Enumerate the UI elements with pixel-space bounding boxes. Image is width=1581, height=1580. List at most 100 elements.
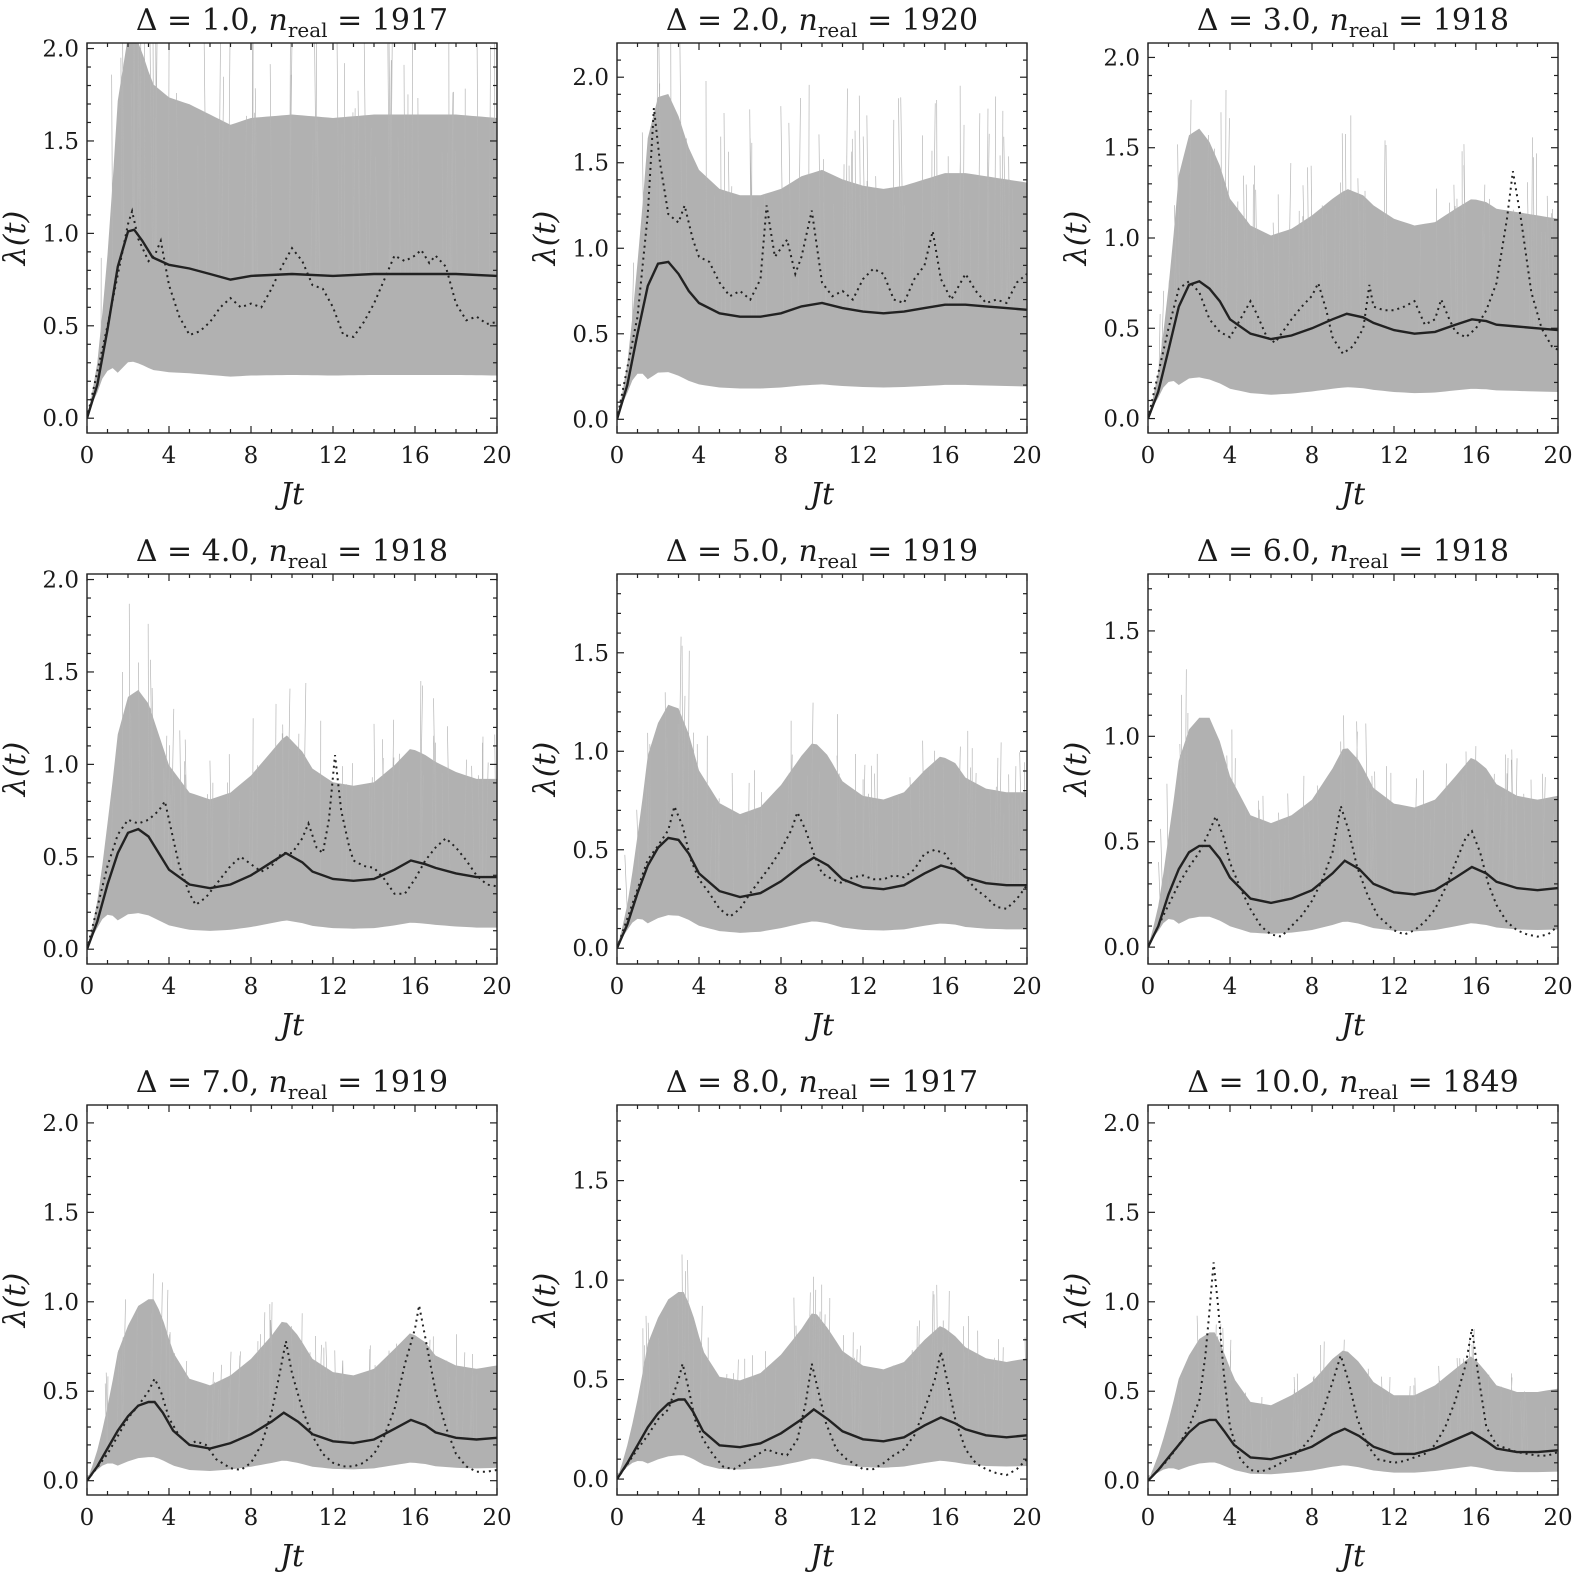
y-tick-label: 1.5 [572,1169,609,1195]
single-realization-line [617,803,1027,949]
y-tick-label: 0.0 [42,1469,79,1495]
x-tick-label: 8 [774,1505,789,1531]
y-tick-label: 2.0 [1103,1111,1140,1137]
y-tick-label: 0.5 [42,1379,79,1405]
y-tick-label: 0.5 [42,845,79,871]
y-axis-label: λ(t) [1059,211,1094,266]
plot-area [87,603,497,950]
x-tick-label: 12 [318,974,347,1000]
x-tick-label: 12 [848,1505,877,1531]
y-tick-label: 1.0 [42,221,79,247]
x-tick-label: 16 [1461,443,1490,469]
x-axis-label: Jt [804,1539,835,1574]
y-axis-label: λ(t) [0,742,33,797]
realizations-spikes [1177,1315,1546,1460]
y-tick-label: 0.0 [572,936,609,962]
y-tick-label: 0.0 [42,937,79,963]
plot-area [1148,669,1558,948]
x-tick-label: 0 [610,974,625,1000]
x-axis-label: Jt [1335,1008,1366,1043]
x-tick-label: 20 [482,443,511,469]
subplot-3: 0 4 8 12 16 20 0.0 0.5 1.0 1.5 2.0 Jt λ(t) Δ = 3.0, n… [1059,3,1573,512]
plot-area [617,1254,1027,1480]
mean-line [617,836,1027,949]
subplot-5: 0 4 8 12 16 20 0.0 0.5 1.0 1.5 Jt λ(t) Δ = 5.0, nrea… [528,534,1042,1043]
subplot-8: 0 4 8 12 16 20 0.0 0.5 1.0 1.5 Jt λ(t) Δ = 8.0, nrea… [528,1065,1042,1574]
y-tick-label: 1.0 [1103,1290,1140,1316]
y-tick-label: 0.5 [1103,830,1140,856]
subplot-2: 0 4 8 12 16 20 0.0 0.5 1.0 1.5 2.0 Jt λ(t) Δ = 2.0, n… [528,3,1042,512]
realizations-spikes [631,43,1015,365]
x-axis-label: Jt [1335,1539,1366,1574]
y-tick-label: 1.0 [572,739,609,765]
y-tick-label: 1.0 [42,1290,79,1316]
x-tick-label: 0 [80,443,95,469]
plot-area [87,1273,497,1482]
x-axis-label: Jt [804,1008,835,1043]
realizations-spikes [1158,89,1554,390]
realizations-band [87,1299,497,1481]
y-tick-label: 0.5 [1103,316,1140,342]
subplot-title: Δ = 3.0, nreal = 1918 [1197,3,1509,42]
x-tick-label: 20 [1012,443,1041,469]
y-tick-label: 2.0 [42,568,79,594]
x-tick-label: 0 [80,974,95,1000]
y-tick-label: 0.5 [572,838,609,864]
x-tick-label: 16 [1461,1505,1490,1531]
y-tick-label: 2.0 [1103,45,1140,71]
y-axis-label: λ(t) [1059,742,1094,797]
y-tick-label: 0.5 [572,322,609,348]
x-tick-label: 20 [1012,1505,1041,1531]
plot-area [617,636,1027,949]
x-tick-label: 20 [1543,443,1572,469]
x-tick-label: 16 [930,974,959,1000]
mean-line [617,260,1027,420]
x-tick-label: 8 [244,443,259,469]
subplot-title: Δ = 6.0, nreal = 1918 [1197,534,1509,573]
x-tick-label: 0 [1141,1505,1156,1531]
subplot-title: Δ = 7.0, nreal = 1919 [136,1065,448,1104]
x-tick-label: 20 [482,974,511,1000]
realizations-band [1148,717,1558,948]
y-tick-label: 1.5 [1103,136,1140,162]
x-tick-label: 20 [482,1505,511,1531]
x-tick-label: 0 [1141,443,1156,469]
y-axis-label: λ(t) [1059,1273,1094,1328]
x-tick-label: 16 [400,974,429,1000]
y-tick-label: 1.0 [572,236,609,262]
x-axis-label: Jt [274,1539,305,1574]
plot-area [617,43,1027,420]
y-tick-label: 1.5 [42,660,79,686]
mean-line [617,1398,1027,1480]
y-tick-label: 2.0 [572,65,609,91]
x-tick-label: 0 [80,1505,95,1531]
x-tick-label: 12 [1379,443,1408,469]
x-tick-label: 4 [162,974,177,1000]
x-tick-label: 8 [774,443,789,469]
x-tick-label: 0 [610,1505,625,1531]
y-tick-label: 2.0 [42,1111,79,1137]
x-tick-label: 16 [400,1505,429,1531]
x-tick-label: 0 [1141,974,1156,1000]
y-tick-label: 1.0 [1103,226,1140,252]
realizations-spikes [109,603,497,888]
x-axis-label: Jt [274,1008,305,1043]
realizations-spikes [624,636,1026,923]
x-axis-label: Jt [1335,477,1366,512]
y-axis-label: λ(t) [528,211,563,266]
x-tick-label: 4 [692,443,707,469]
x-axis-label: Jt [804,477,835,512]
x-tick-label: 16 [1461,974,1490,1000]
x-tick-label: 4 [1223,974,1238,1000]
y-axis-label: λ(t) [0,211,33,266]
subplot-title: Δ = 4.0, nreal = 1918 [136,534,448,573]
x-tick-label: 8 [774,974,789,1000]
y-tick-label: 1.0 [572,1268,609,1294]
mean-line [1148,1418,1558,1482]
x-tick-label: 8 [1305,974,1320,1000]
x-tick-label: 20 [1543,974,1572,1000]
x-tick-label: 8 [1305,1505,1320,1531]
x-tick-label: 12 [318,443,347,469]
y-tick-label: 2.0 [42,37,79,63]
y-tick-label: 0.5 [42,314,79,340]
